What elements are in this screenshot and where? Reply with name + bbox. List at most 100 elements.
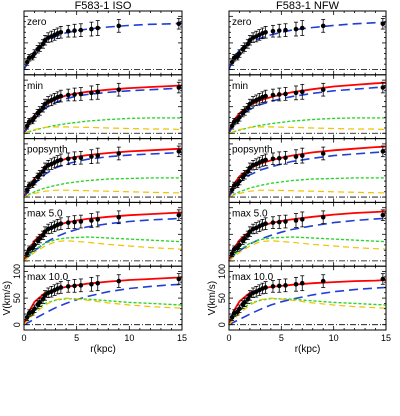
- data-point: [42, 229, 48, 234]
- data-point: [380, 21, 386, 27]
- data-point: [320, 278, 326, 284]
- x-tick-label: 10: [329, 333, 339, 343]
- data-point: [89, 90, 94, 96]
- gas-curve: [228, 189, 386, 198]
- panel-label: max 5.0: [27, 208, 63, 219]
- chart-column-1: F583-1 ISO zero min popsynth max 5.0 max 10.0…: [2, 0, 187, 355]
- data-point: [32, 51, 37, 56]
- panel-label: min: [232, 81, 248, 92]
- total-curve: [228, 210, 387, 262]
- data-point: [237, 306, 242, 312]
- panel-max-5-0: max 5.0: [228, 201, 387, 267]
- data-point: [247, 229, 253, 234]
- x-axis-label: r(kpc): [90, 344, 116, 355]
- panel-label: max 10.0: [232, 272, 274, 283]
- data-point: [65, 28, 71, 34]
- data-point: [37, 236, 43, 241]
- data-point: [58, 285, 64, 290]
- data-point: [58, 29, 64, 35]
- x-tick-label: 15: [381, 333, 391, 343]
- panel-zero: zero: [23, 10, 183, 76]
- data-point: [283, 155, 288, 161]
- data-point: [89, 218, 94, 223]
- data-point: [247, 165, 253, 171]
- halo-curve: [23, 217, 183, 262]
- data-point: [263, 285, 268, 290]
- halo-curve: [228, 286, 387, 326]
- data-point: [283, 219, 288, 224]
- data-point: [293, 281, 299, 287]
- data-point: [320, 87, 326, 92]
- disk-curve: [23, 117, 183, 134]
- data-point: [380, 212, 386, 218]
- data-point: [32, 115, 37, 120]
- data-point: [37, 44, 43, 50]
- y-axis-label: V(km/s): [207, 281, 218, 315]
- data-point: [116, 278, 122, 284]
- panel-label: popsynth: [27, 145, 68, 156]
- data-point: [95, 280, 101, 286]
- data-point: [247, 101, 253, 107]
- panel-max-10-0: max 10.0 0 50 100 0 5 10 15 r(kpc) V(km/s): [207, 264, 391, 355]
- x-tick-label: 5: [74, 333, 79, 343]
- data-point: [24, 251, 30, 256]
- data-point: [293, 90, 299, 96]
- data-point: [116, 214, 122, 220]
- data-point: [263, 93, 268, 99]
- gas-curve: [23, 126, 183, 134]
- data-point: [263, 157, 268, 163]
- data-point: [58, 157, 64, 163]
- data-point: [237, 115, 242, 120]
- data-point: [283, 27, 288, 33]
- data-point: [229, 59, 235, 65]
- x-tick-label: 15: [177, 333, 187, 343]
- disk-curve: [228, 177, 387, 198]
- panel-frame: [228, 10, 387, 76]
- y-tick-label: 0: [12, 322, 22, 327]
- data-point: [116, 151, 122, 156]
- data-point: [263, 221, 268, 226]
- data-point: [78, 155, 84, 161]
- data-point: [116, 23, 122, 29]
- x-tick-label: 0: [21, 333, 26, 343]
- panel-label: max 5.0: [232, 208, 268, 219]
- data-point: [72, 155, 77, 161]
- data-point: [270, 28, 276, 34]
- disk-curve: [23, 236, 183, 262]
- data-point: [89, 281, 94, 287]
- data-point: [293, 154, 299, 159]
- panel-label: min: [27, 81, 43, 92]
- total-curve: [23, 84, 183, 134]
- data-point: [58, 221, 64, 226]
- halo-curve: [23, 22, 183, 70]
- data-point: [276, 28, 282, 33]
- data-point: [65, 156, 71, 162]
- y-tick-label: 100: [12, 264, 22, 279]
- data-point: [42, 165, 48, 171]
- data-point: [237, 242, 242, 248]
- halo-curve: [228, 21, 387, 70]
- data-point: [320, 214, 326, 220]
- x-tick-label: 5: [279, 333, 284, 343]
- halo-curve: [228, 217, 387, 262]
- data-point: [320, 23, 326, 29]
- data-point: [72, 92, 77, 97]
- data-point: [65, 284, 71, 289]
- data-point: [78, 219, 84, 224]
- panel-frame: [23, 10, 183, 76]
- data-point: [32, 242, 37, 248]
- panel-max-5-0: max 5.0: [23, 201, 183, 267]
- data-point: [380, 276, 386, 282]
- data-point: [78, 91, 84, 97]
- data-point: [72, 28, 77, 33]
- data-point: [299, 153, 305, 158]
- data-point: [299, 25, 305, 31]
- chart-title: F583-1 NFW: [276, 0, 340, 12]
- data-point: [24, 123, 30, 129]
- halo-curve: [228, 151, 387, 198]
- data-point: [276, 92, 282, 97]
- disk-curve: [23, 297, 183, 326]
- data-point: [293, 218, 299, 223]
- data-point: [78, 27, 84, 33]
